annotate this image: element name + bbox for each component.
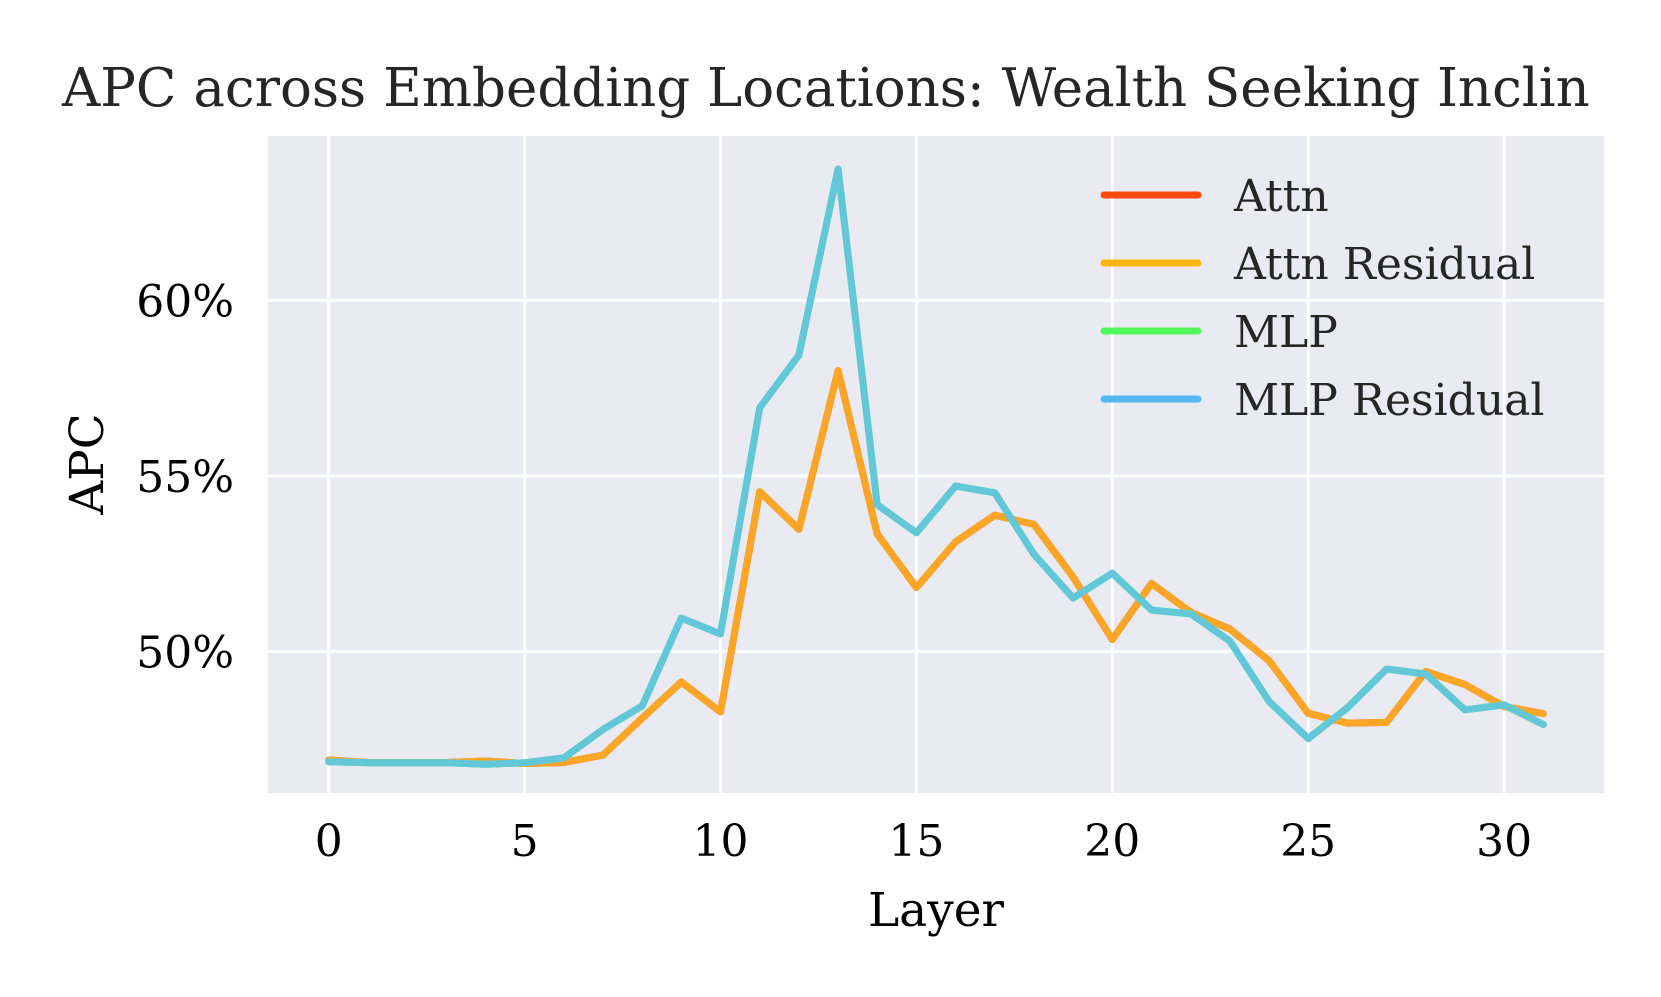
legend-item-attn-residual: Attn Residual: [1100, 239, 1535, 290]
grid: [268, 136, 1604, 793]
series-lines: [325, 165, 1547, 768]
legend-item-mlp-residual: MLP Residual: [1100, 375, 1545, 426]
y-tick-label: 60%: [136, 276, 234, 327]
x-tick-label: 0: [315, 816, 343, 867]
y-tick-label: 55%: [136, 452, 234, 503]
x-tick-label: 25: [1280, 816, 1336, 867]
legend: Attn Attn Residual MLP MLP Residual: [1100, 171, 1545, 426]
x-axis-ticks: 0 5 10 15 20 25 30: [315, 816, 1532, 867]
legend-item-mlp: MLP: [1100, 307, 1338, 358]
chart-title: APC across Embedding Locations: Wealth S…: [61, 58, 1590, 119]
x-tick-label: 5: [511, 816, 539, 867]
legend-label-mlp-residual: MLP Residual: [1234, 375, 1545, 426]
y-axis-label: APC: [60, 413, 115, 516]
legend-label-attn: Attn: [1233, 171, 1329, 222]
y-axis-ticks: 50% 55% 60%: [136, 276, 234, 678]
y-tick-label: 50%: [136, 627, 234, 678]
x-tick-label: 20: [1084, 816, 1140, 867]
x-axis-label: Layer: [868, 883, 1005, 938]
legend-label-attn-residual: Attn Residual: [1233, 239, 1535, 290]
x-tick-label: 30: [1476, 816, 1532, 867]
series-line-mlp-residual: [325, 165, 1547, 768]
legend-item-attn: Attn: [1100, 171, 1329, 222]
legend-label-mlp: MLP: [1234, 307, 1338, 358]
x-tick-label: 15: [888, 816, 944, 867]
plot-area: [268, 136, 1604, 793]
x-tick-label: 10: [693, 816, 749, 867]
